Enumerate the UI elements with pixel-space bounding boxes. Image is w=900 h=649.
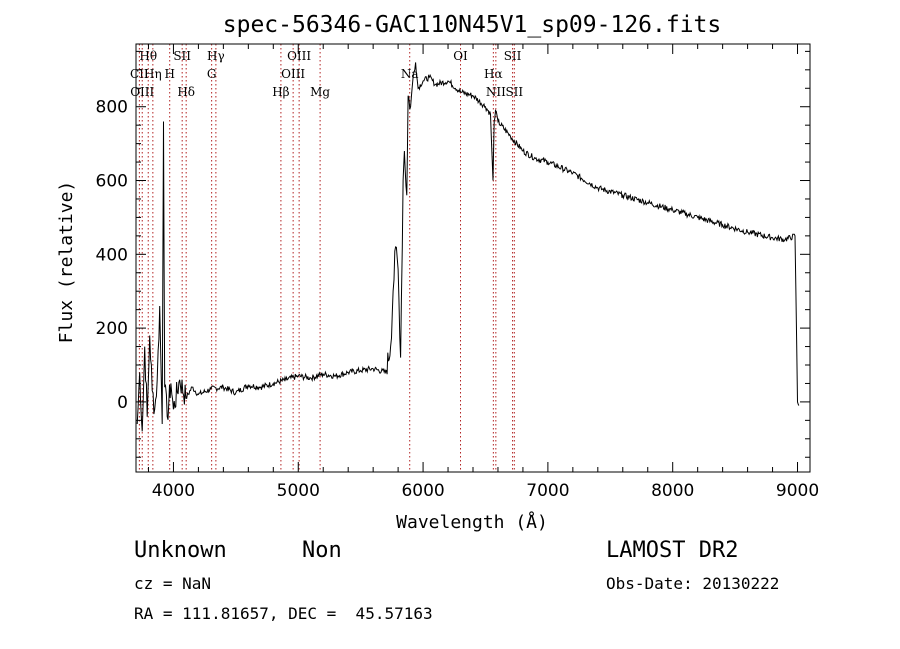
object-class: Unknown [134,538,227,563]
x-tick-label: 8000 [651,481,694,501]
survey-name: LAMOST DR2 [606,538,739,563]
line-marker-label: Hα [484,67,503,81]
x-tick-label: 7000 [526,481,569,501]
plot-frame [135,43,811,473]
axes: 4000 5000 6000 7000 8000 9000 0 200 400 600 800 [96,43,819,501]
line-marker-label: Hγ [207,49,225,63]
x-tick-label: 4000 [152,481,195,501]
line-marker-label: Hη [144,67,162,81]
line-marker-label: SII [505,85,523,99]
line-marker-label: OI [453,49,468,63]
line-marker-label: Hδ [177,85,195,99]
x-tick-label: 9000 [776,481,819,501]
y-tick-label: 200 [96,319,128,339]
coordinates: RA = 111.81657, DEC = 45.57163 [134,604,433,623]
obs-date: Obs-Date: 20130222 [606,574,780,593]
y-tick-label: 800 [96,98,128,118]
line-marker-label: OIII [281,67,305,81]
line-marker-label: H [164,67,174,81]
line-marker-label: CII [130,67,149,81]
x-axis-label: Wavelength (Å) [396,511,548,533]
line-marker-label: SII [504,49,522,63]
line-marker-label: SII [173,49,191,63]
chart-title: spec-56346-GAC110N45V1_sp09-126.fits [223,12,722,38]
y-tick-label: 600 [96,172,128,192]
line-marker-label: OIII [287,49,311,63]
line-marker-label: Mg [310,85,330,99]
line-marker-label: NII [486,85,506,99]
y-tick-label: 0 [117,393,128,413]
line-marker-label: G [207,67,217,81]
y-axis-label: Flux (relative) [56,181,77,344]
x-tick-label: 5000 [277,481,320,501]
line-marker-label: Hβ [272,85,289,99]
x-tick-label: 6000 [401,481,444,501]
y-tick-label: 400 [96,245,128,265]
object-subclass: Non [302,538,342,563]
series-line [136,62,800,432]
line-marker-label: OIII [130,85,154,99]
redshift: cz = NaN [134,574,212,593]
